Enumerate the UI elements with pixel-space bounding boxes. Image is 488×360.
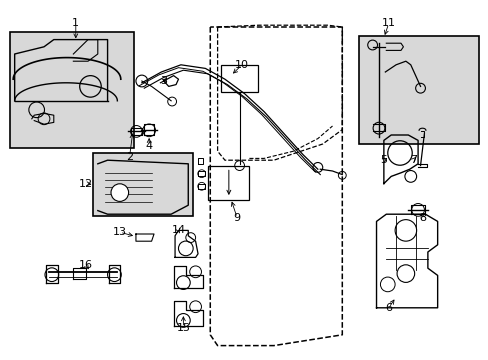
Text: 6: 6 [385, 303, 391, 313]
Bar [93, 153, 193, 216]
Text: 9: 9 [233, 213, 240, 223]
Text: 3: 3 [160, 76, 167, 86]
Text: 2: 2 [126, 152, 133, 162]
Text: 14: 14 [171, 225, 185, 235]
Text: 7: 7 [409, 155, 416, 165]
Bar [221, 65, 257, 92]
Text: 12: 12 [79, 179, 92, 189]
Ellipse shape [111, 184, 128, 201]
Bar [10, 32, 134, 148]
Text: 1: 1 [72, 18, 79, 28]
Text: 10: 10 [235, 60, 248, 70]
Text: 8: 8 [419, 213, 426, 223]
Text: 5: 5 [380, 155, 386, 165]
Bar [207, 166, 249, 200]
Text: 4: 4 [145, 141, 152, 151]
Text: 16: 16 [79, 260, 92, 270]
Text: 11: 11 [381, 18, 395, 28]
Bar [359, 36, 478, 144]
Text: 13: 13 [113, 227, 126, 237]
Text: 15: 15 [176, 323, 190, 333]
